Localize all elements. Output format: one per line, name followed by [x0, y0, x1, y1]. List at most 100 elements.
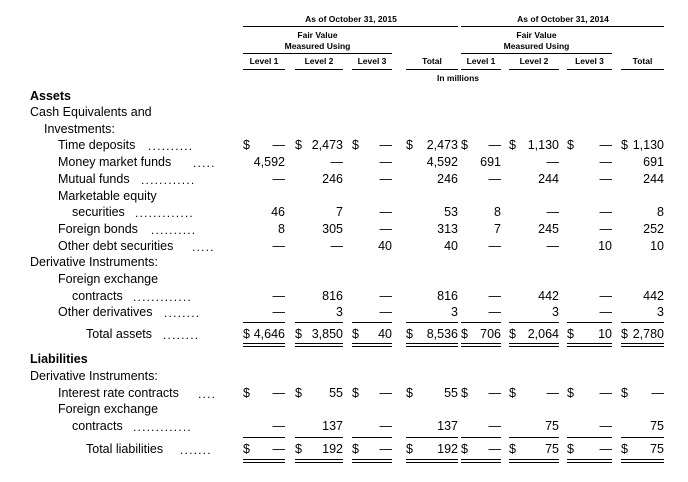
cell-level3-2015: $ —: [352, 442, 392, 456]
units-label: In millions: [436, 73, 480, 83]
total-rule: [243, 462, 285, 463]
fair-value-header-2014-line1: Fair Value: [516, 30, 557, 40]
dot-leader: ..........: [151, 223, 197, 237]
total-rule: [352, 346, 392, 347]
cell-level2-2015: 305: [322, 222, 343, 236]
cell-total-2015: 313: [437, 222, 458, 236]
cell-level1-2014: —: [488, 305, 502, 319]
row-label-other-derivatives: Other derivatives: [58, 305, 153, 319]
total-rule: [295, 462, 343, 463]
cell-level3-2014: —: [599, 205, 613, 219]
row-label-time-deposits: Time deposits: [58, 138, 136, 152]
subtotal-rule: [567, 322, 612, 323]
fair-value-header-2015-line2: Measured Using: [284, 41, 351, 51]
cell-level2-2014: 245: [538, 222, 559, 236]
liabilities-heading: Liabilities: [30, 352, 88, 366]
cell-level2-2014: $ —: [509, 386, 559, 400]
subtotal-rule: [461, 437, 501, 438]
dot-leader: .............: [133, 420, 192, 434]
cell-total-2015: 53: [444, 205, 458, 219]
cell-level1-2014: —: [488, 419, 502, 433]
col-level2-2015: Level 2: [304, 56, 334, 66]
cell-level2-2015: $55: [295, 386, 343, 400]
cell-level2-2014: —: [546, 155, 560, 169]
cell-level3-2015: —: [379, 205, 393, 219]
col-rule: [295, 69, 343, 70]
cell-level1-2015: —: [272, 172, 286, 186]
total-rule: [243, 459, 285, 460]
cell-level3-2014: $10: [567, 327, 612, 341]
total-rule: [352, 343, 392, 344]
total-rule: [567, 346, 612, 347]
cell-level3-2014: —: [599, 419, 613, 433]
cell-level1-2015: —: [272, 289, 286, 303]
col-level3-2014: Level 3: [575, 56, 604, 66]
col-level1-2014: Level 1: [466, 56, 496, 66]
cell-total-2015: $192: [406, 442, 458, 456]
cell-level1-2015: $4,646: [243, 327, 285, 341]
cell-total-2014: 252: [643, 222, 664, 236]
col-rule: [621, 69, 664, 70]
fair-value-header-2014-line2: Measured Using: [503, 41, 570, 51]
total-rule: [406, 346, 458, 347]
cell-level2-2015: 137: [322, 419, 343, 433]
group-derivatives-liabilities: Derivative Instruments:: [30, 369, 158, 383]
fair-value-header-2015-line1: Fair Value: [297, 30, 338, 40]
total-rule: [243, 343, 285, 344]
cell-level1-2015: —: [272, 305, 286, 319]
cell-level2-2015: —: [330, 239, 344, 253]
cell-level1-2015: 46: [271, 205, 285, 219]
subtotal-rule: [243, 322, 285, 323]
total-rule: [509, 462, 559, 463]
cell-level3-2015: $ —: [352, 138, 392, 152]
cell-total-2014: 10: [650, 239, 664, 253]
col-level3-2015: Level 3: [357, 56, 387, 66]
cell-total-2015: 40: [444, 239, 458, 253]
col-rule: [352, 69, 392, 70]
row-label-marketable-equity: securities: [72, 205, 125, 219]
cell-level3-2014: —: [599, 172, 613, 186]
cell-level1-2015: $ —: [243, 138, 285, 152]
subtotal-rule: [352, 322, 392, 323]
cell-total-2015: $8,536: [406, 327, 458, 341]
cell-level1-2014: 8: [494, 205, 501, 219]
cell-total-2015: 816: [437, 289, 458, 303]
cell-level2-2014: $2,064: [509, 327, 559, 341]
cell-level1-2015: 8: [278, 222, 285, 236]
cell-level1-2014: $ —: [461, 442, 501, 456]
cell-level3-2014: 10: [598, 239, 612, 253]
subtotal-rule: [352, 437, 392, 438]
dot-leader: ........: [164, 306, 201, 320]
total-rule: [461, 343, 501, 344]
period-header-2014: As of October 31, 2014: [517, 14, 609, 24]
cell-total-2015: 3: [451, 305, 458, 319]
total-rule: [243, 346, 285, 347]
cell-total-2015: $55: [406, 386, 458, 400]
fair-value-rule-2015: [243, 53, 392, 54]
cell-level3-2014: —: [599, 305, 613, 319]
subtotal-rule: [461, 322, 501, 323]
total-rule: [567, 462, 612, 463]
cell-level2-2015: 816: [322, 289, 343, 303]
cell-total-2014: 3: [657, 305, 664, 319]
cell-level3-2014: —: [599, 155, 613, 169]
total-rule: [406, 343, 458, 344]
total-rule: [406, 462, 458, 463]
group-marketable-equity-line1: Marketable equity: [58, 189, 157, 203]
dot-leader: ....: [198, 387, 217, 401]
col-level1-2015: Level 1: [249, 56, 279, 66]
group-fx-liabilities-line1: Foreign exchange: [58, 402, 159, 416]
group-derivatives-assets: Derivative Instruments:: [30, 255, 158, 269]
dot-leader: ..........: [148, 139, 194, 153]
row-label-other-debt: Other debt securities: [58, 239, 174, 253]
cell-level3-2015: $40: [352, 327, 392, 341]
row-label-fx-contracts-liabilities: contracts: [72, 419, 123, 433]
subtotal-rule: [509, 322, 559, 323]
subtotal-rule: [406, 437, 458, 438]
subtotal-rule: [243, 437, 285, 438]
cell-level3-2015: —: [379, 305, 393, 319]
subtotal-rule: [567, 437, 612, 438]
total-rule: [461, 459, 501, 460]
group-fx-assets-line1: Foreign exchange: [58, 272, 159, 286]
cell-level1-2014: —: [488, 239, 502, 253]
